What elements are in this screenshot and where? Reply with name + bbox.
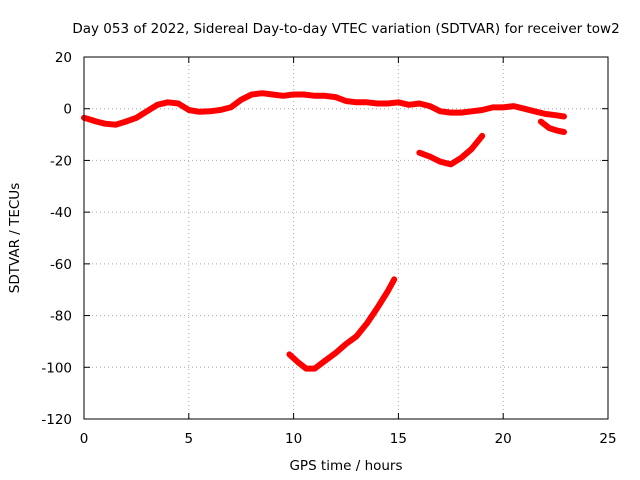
tick-marks [83,56,609,420]
y-tick-labels: 20 0 -20 -40 -60 -80 -100 -120 [41,50,72,428]
series-layer [81,90,567,372]
x-tick-label: 10 [285,431,302,447]
series-line-main [81,90,567,128]
x-tick-label: 5 [185,431,194,447]
y-tick-label: 20 [55,50,72,66]
x-axis-label: GPS time / hours [289,458,402,474]
y-tick-label: 0 [63,102,72,118]
series-line-mid-negative [416,132,486,168]
x-tick-label: 0 [80,431,89,447]
y-tick-label: -80 [50,309,72,325]
y-tick-label: -60 [50,257,72,273]
y-tick-label: -40 [50,205,72,221]
plot-frame [83,56,609,420]
x-tick-label: 25 [599,431,616,447]
x-tick-label: 15 [390,431,407,447]
chart-title: Day 053 of 2022, Sidereal Day-to-day VTE… [72,21,619,37]
x-tick-label: 20 [495,431,512,447]
grid-lines [84,57,608,419]
y-axis-label: SDTVAR / TECUs [7,183,23,293]
x-tick-labels: 0 5 10 15 20 25 [80,431,617,447]
y-tick-label: -100 [41,360,72,376]
y-tick-label: -20 [50,153,72,169]
series-line-late-dip [537,118,567,135]
series-line-deep-negative [286,276,398,372]
y-tick-label: -120 [41,412,72,428]
